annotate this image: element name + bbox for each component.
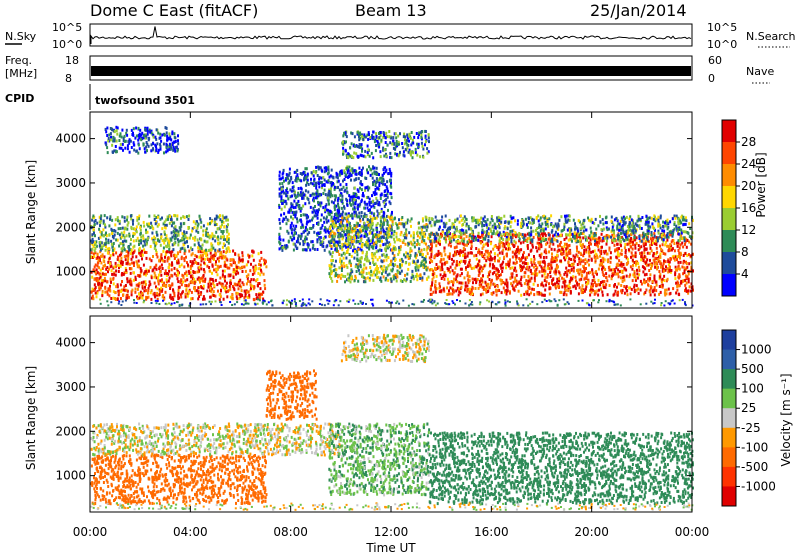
x-tick-label-5: 20:00	[574, 525, 609, 539]
noise-right-label: N.Search	[746, 30, 796, 43]
noise-trace-line	[91, 27, 691, 45]
velocity-heatmap	[90, 334, 694, 511]
power-cbar-label: Power [dB]	[754, 152, 768, 217]
power-cbar-swatch-6	[722, 252, 736, 275]
power-cbar-swatch-2	[722, 164, 736, 187]
power-cbar-tick-label-0: 28	[741, 135, 756, 149]
velocity-region-5	[341, 334, 430, 363]
velocity-cbar-swatch-5	[722, 428, 736, 448]
nave-label: Nave	[746, 65, 774, 78]
power-cbar-swatch-5	[722, 230, 736, 253]
velocity-cbar-tick-label-1: 500	[741, 362, 764, 376]
velocity-region-4	[429, 431, 694, 505]
velocity-cbar-label: Velocity [m s⁻¹]	[779, 373, 793, 466]
freq-label-line1: Freq.	[5, 54, 32, 67]
power-cbar-swatch-7	[722, 274, 736, 297]
velocity-cbar-swatch-7	[722, 467, 736, 487]
velocity-cbar-swatch-6	[722, 447, 736, 467]
x-tick-label-1: 04:00	[173, 525, 208, 539]
power-cbar-swatch-0	[722, 120, 736, 143]
power-region-5	[341, 130, 430, 159]
power-region-1	[90, 214, 230, 252]
velocity-y-tick-label-2: 3000	[55, 380, 86, 394]
power-region-2	[105, 126, 180, 155]
station-title: Dome C East (fitACF)	[90, 1, 258, 20]
cpid-label: CPID	[5, 92, 34, 105]
x-tick-label-2: 08:00	[273, 525, 308, 539]
velocity-cbar-swatch-0	[722, 330, 736, 350]
noise-left-tick-bottom: 10^0	[52, 38, 82, 51]
velocity-region-3	[328, 423, 430, 497]
x-tick-label-0: 00:00	[73, 525, 108, 539]
velocity-cbar-tick-label-7: -1000	[741, 479, 776, 493]
velocity-cbar-tick-label-5: -100	[741, 440, 768, 454]
velocity-cbar-swatch-8	[722, 486, 736, 506]
beam-title: Beam 13	[355, 1, 427, 20]
power-cbar-swatch-1	[722, 142, 736, 165]
velocity-cbar-swatch-4	[722, 408, 736, 428]
velocity-cbar-tick-label-3: 25	[741, 401, 756, 415]
cpid-value: twofsound 3501	[95, 94, 195, 107]
freq-trace	[91, 66, 691, 76]
vel-near-range-scatter	[90, 502, 693, 511]
velocity-cbar-tick-label-2: 100	[741, 382, 764, 396]
x-tick-label-6: 00:00	[675, 525, 710, 539]
velocity-cbar-tick-label-6: -500	[741, 460, 768, 474]
power-cbar-swatch-3	[722, 186, 736, 209]
velocity-region-0	[90, 454, 267, 506]
velocity-cbar-swatch-1	[722, 350, 736, 370]
xlabel: Time UT	[365, 541, 416, 554]
velocity-colorbar: 1000 500 100 25 -25 -100 -500 -1000	[722, 330, 776, 507]
noise-right-tick-bottom: 10^0	[707, 38, 737, 51]
noise-right-tick-top: 10^5	[707, 21, 737, 34]
date-title: 25/Jan/2014	[590, 1, 687, 20]
power-cbar-tick-label-4: 12	[741, 223, 756, 237]
power-y-tick-label-0: 1000	[55, 265, 86, 279]
noise-panel-frame	[90, 24, 692, 46]
power-region-3	[278, 165, 393, 252]
power-y-tick-label-1: 2000	[55, 220, 86, 234]
velocity-cbar-swatch-3	[722, 389, 736, 409]
nave-tick-top: 60	[708, 54, 722, 67]
velocity-region-2	[266, 369, 318, 421]
velocity-cbar-swatch-2	[722, 369, 736, 389]
x-tick-label-4: 16:00	[474, 525, 509, 539]
velocity-cbar-tick-label-4: -25	[741, 421, 761, 435]
velocity-ylabel: Slant Range [km]	[24, 366, 38, 470]
velocity-cbar-tick-label-0: 1000	[741, 343, 772, 357]
power-y-tick-label-3: 4000	[55, 132, 86, 146]
freq-label-line2: [MHz]	[5, 67, 37, 80]
power-cbar-tick-label-5: 8	[741, 245, 749, 259]
power-y-tick-label-2: 3000	[55, 176, 86, 190]
freq-tick-top: 18	[65, 54, 79, 67]
power-heatmap	[90, 126, 694, 307]
velocity-y-tick-label-1: 2000	[55, 424, 86, 438]
freq-tick-bottom: 8	[65, 72, 72, 85]
x-tick-label-3: 12:00	[374, 525, 409, 539]
power-cbar-tick-label-6: 4	[741, 267, 749, 281]
velocity-y-tick-label-3: 4000	[55, 336, 86, 350]
nave-tick-bottom: 0	[708, 72, 715, 85]
noise-left-label: N.Sky	[5, 30, 37, 43]
noise-left-tick-top: 10^5	[52, 21, 82, 34]
noise-trace	[91, 27, 691, 45]
power-region-0	[90, 250, 267, 302]
power-cbar-swatch-4	[722, 208, 736, 231]
power-near-range-scatter	[99, 298, 693, 307]
velocity-region-1	[90, 423, 342, 457]
velocity-y-tick-label-0: 1000	[55, 469, 86, 483]
power-ylabel: Slant Range [km]	[24, 160, 38, 264]
